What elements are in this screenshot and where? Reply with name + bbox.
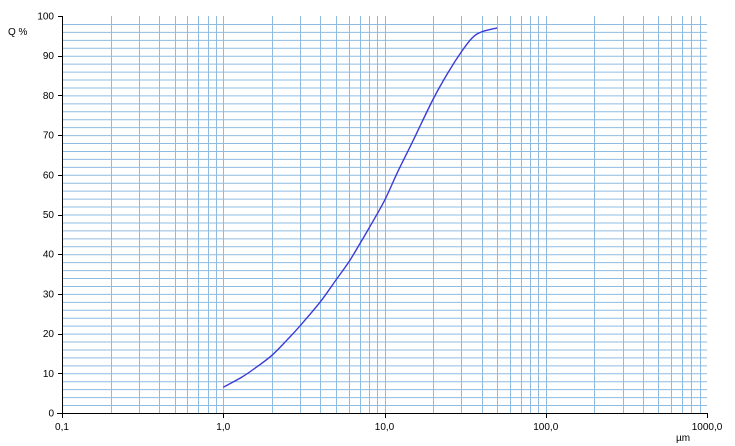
y-tick-label: 70 <box>43 131 55 142</box>
series-layer <box>222 27 498 388</box>
y-tick-label: 10 <box>43 369 55 380</box>
y-axis-title: Q % <box>8 27 28 38</box>
x-tick-label: 1000,0 <box>692 422 723 433</box>
y-tick-label: 40 <box>43 250 55 261</box>
x-tick-label: 1,0 <box>216 422 230 433</box>
x-tick-label: 0,1 <box>55 422 69 433</box>
y-tick-label: 50 <box>43 210 55 221</box>
y-tick-label: 30 <box>43 289 55 300</box>
x-axis-title: µm <box>676 433 690 444</box>
x-tick-label: 10,0 <box>375 422 395 433</box>
y-tick-label: 60 <box>43 170 55 181</box>
y-tick-label: 80 <box>43 91 55 102</box>
x-tick-label: 100,0 <box>533 422 558 433</box>
y-tick-label: 100 <box>37 12 54 23</box>
y-tick-label: 20 <box>43 329 55 340</box>
y-tick-label: 90 <box>43 51 55 62</box>
grid-lines <box>62 16 707 413</box>
y-tick-label: 0 <box>48 409 54 420</box>
tick-labels: 0 10 20 30 40 50 60 70 80 90 100 0,1 1,0 10,0 100,0 100… <box>37 12 722 434</box>
series-line <box>222 27 498 388</box>
axes <box>57 16 708 418</box>
